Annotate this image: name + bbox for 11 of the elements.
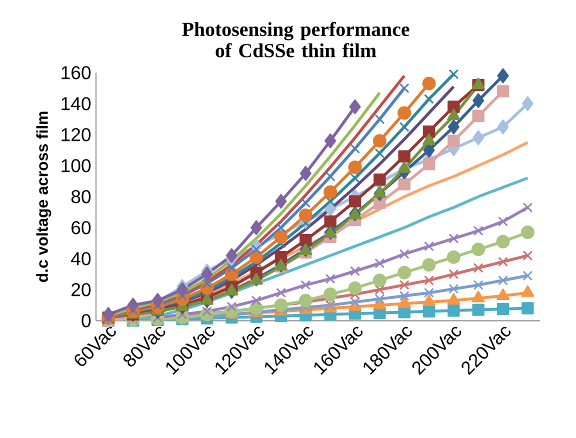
y-tick-label: 120 [62, 128, 91, 142]
y-tick-label: 40 [71, 252, 91, 266]
y-tick-label: 20 [72, 283, 91, 296]
y-tick-label: 140 [62, 97, 91, 110]
y-tick-label: 60 [72, 221, 91, 234]
y-tick-label: 0 [82, 314, 91, 328]
y-axis-title: d.c voltage across film [36, 112, 52, 282]
y-tick-label: 100 [62, 159, 91, 172]
chart-title: Photosensing performance of CdSSe thin film [182, 22, 410, 58]
y-tick-label: 160 [62, 66, 91, 80]
y-tick-label: 80 [71, 190, 91, 204]
